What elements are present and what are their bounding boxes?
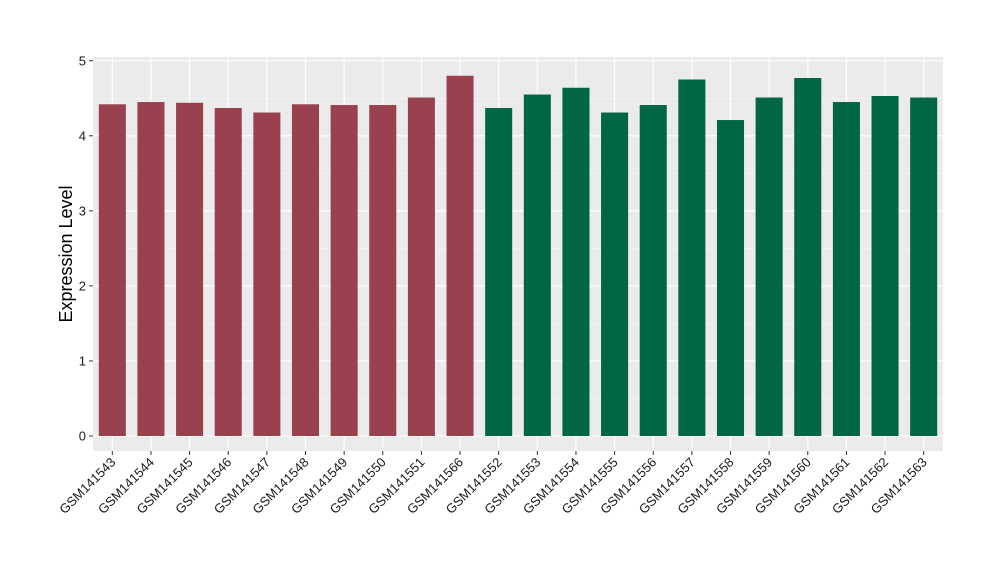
bar <box>214 108 242 436</box>
bar <box>176 102 204 436</box>
bar <box>253 112 281 436</box>
y-tick-label: 0 <box>79 428 86 443</box>
y-tick-label: 1 <box>79 353 86 368</box>
bar <box>910 97 938 436</box>
y-tick-label: 2 <box>79 278 86 293</box>
bar <box>137 102 165 436</box>
y-axis: 0 1 2 3 4 5 <box>79 53 93 443</box>
bar <box>562 87 590 436</box>
bar <box>523 94 551 436</box>
y-axis-title: Expression Level <box>56 185 76 322</box>
bar <box>755 97 783 436</box>
bar <box>601 112 629 436</box>
bar <box>446 75 474 436</box>
x-axis: GSM141543GSM141544GSM141545GSM141546GSM1… <box>56 451 930 517</box>
bar <box>832 102 860 436</box>
bar <box>716 120 745 436</box>
bar <box>794 78 822 436</box>
bar <box>369 105 397 436</box>
bar <box>639 105 667 436</box>
bars <box>98 75 938 436</box>
bar <box>98 104 126 436</box>
y-tick-label: 5 <box>79 53 86 68</box>
bar <box>678 79 706 436</box>
y-tick-label: 4 <box>79 128 86 143</box>
bar <box>291 104 320 436</box>
bar <box>485 108 513 436</box>
y-tick-label: 3 <box>79 203 86 218</box>
bar <box>871 96 899 436</box>
bar <box>407 97 435 436</box>
bar <box>330 105 358 436</box>
